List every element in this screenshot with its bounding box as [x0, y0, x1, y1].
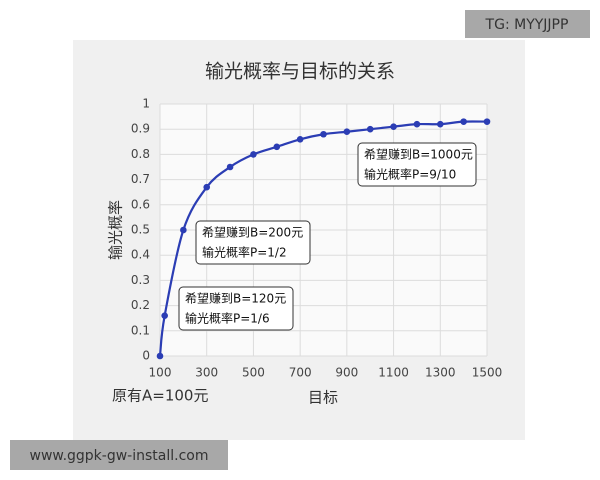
y-tick-label: 0.7 — [131, 172, 150, 186]
annotation-text: 希望赚到B=1000元 — [364, 147, 473, 162]
x-tick-label: 100 — [149, 366, 172, 380]
y-tick-label: 0.1 — [131, 323, 150, 337]
watermark: TG: MYYJJPP — [485, 17, 569, 33]
annotation-box — [195, 220, 311, 265]
point — [343, 128, 351, 136]
line — [158, 120, 488, 357]
y-tick-label: 0.6 — [131, 197, 150, 211]
y-tick-label: 0.2 — [131, 298, 150, 312]
x-tick-label: 500 — [242, 366, 265, 380]
y-tick-label: 0.3 — [131, 273, 150, 287]
point — [226, 163, 234, 171]
x-tick-label: 300 — [195, 366, 218, 380]
annotation-text: 希望赚到B=120元 — [185, 291, 286, 306]
point — [483, 118, 491, 125]
point — [320, 130, 327, 138]
point — [180, 226, 187, 234]
x-tick-label: 1100 — [378, 366, 409, 380]
annotation-text: 输光概率P=9/10 — [364, 167, 456, 182]
y-tick-label: 0 — [142, 349, 150, 363]
x-tick-label: 900 — [335, 366, 358, 380]
y-tick-label: 0.8 — [131, 147, 150, 161]
y-axis-label: 输光概率 — [107, 200, 125, 260]
chart-title: 输光概率与目标的关系 — [205, 61, 395, 83]
annotation-box — [357, 142, 477, 187]
annotation-text: 希望赚到B=200元 — [202, 225, 303, 240]
point — [156, 352, 164, 360]
y-tick-label: 1 — [142, 97, 150, 111]
x-tick-label: 1300 — [425, 366, 456, 380]
x-axis-label: 目标 — [308, 389, 338, 407]
annotation-text: 输光概率P=1/6 — [185, 311, 270, 326]
point — [203, 183, 211, 191]
annotation-box — [178, 286, 294, 331]
annotation-text: 输光概率P=1/2 — [202, 245, 287, 260]
x-tick-label: 1500 — [472, 366, 503, 380]
watermark: www.ggpk-gw-install.com — [30, 448, 209, 464]
y-tick-label: 0.5 — [131, 223, 150, 237]
watermark-box — [10, 440, 228, 470]
point — [366, 125, 374, 133]
point — [273, 143, 281, 151]
footnote: 原有A=100元 — [112, 387, 208, 405]
y-tick-label: 0.9 — [131, 122, 150, 136]
watermark-box — [465, 10, 590, 38]
point — [413, 120, 421, 128]
y-tick-label: 0.4 — [131, 248, 150, 262]
point — [390, 123, 397, 130]
point — [250, 151, 257, 158]
point — [296, 135, 304, 143]
x-tick-label: 700 — [289, 366, 312, 380]
point — [460, 118, 467, 125]
point — [161, 312, 168, 319]
point — [436, 120, 444, 128]
